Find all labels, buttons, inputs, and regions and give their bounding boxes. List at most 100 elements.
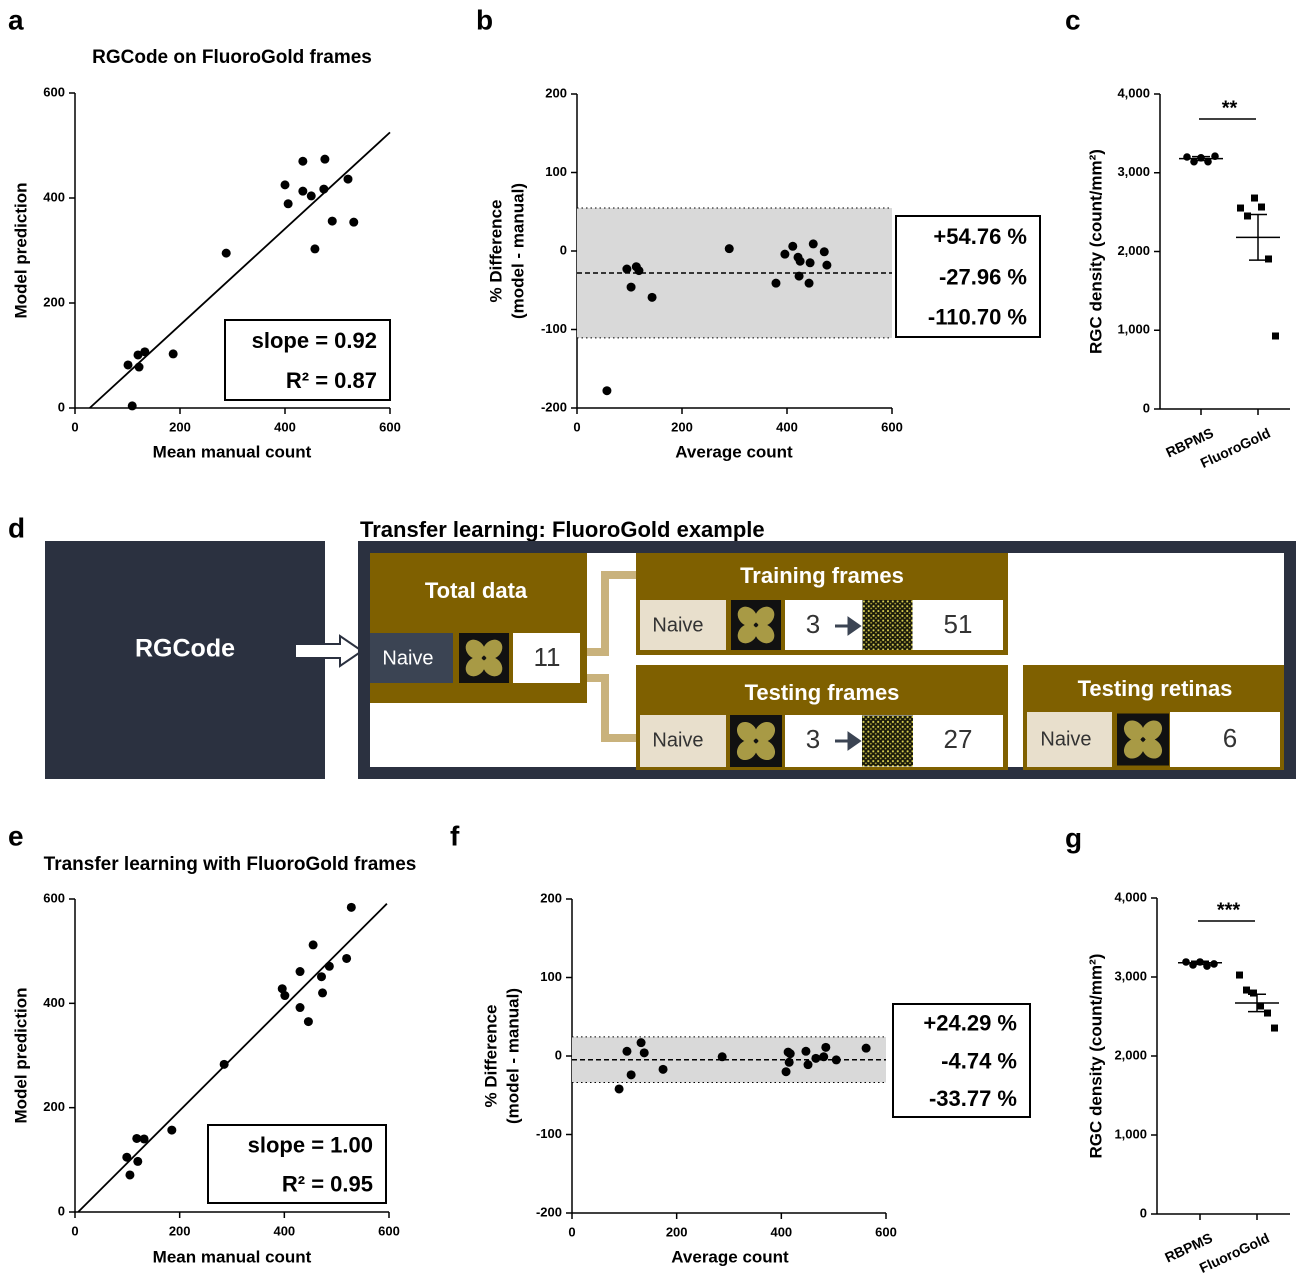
point — [1272, 332, 1279, 339]
y-axis-label: Model prediction — [11, 988, 30, 1124]
y-tick-label: 0 — [555, 1047, 562, 1062]
point — [140, 1134, 149, 1143]
frame-image — [862, 716, 913, 767]
point — [140, 347, 149, 356]
point — [319, 185, 328, 194]
point — [1182, 958, 1190, 966]
point — [342, 954, 351, 963]
point — [811, 1054, 820, 1063]
y-tick-label: 2,000 — [1114, 1047, 1147, 1062]
y-tick-label: 0 — [1140, 1205, 1147, 1220]
point — [296, 967, 305, 976]
point — [1258, 204, 1265, 211]
point — [1264, 1010, 1271, 1017]
y-tick-label: 0 — [1143, 400, 1150, 415]
point — [1250, 990, 1257, 997]
point — [780, 250, 789, 259]
point — [659, 1065, 668, 1074]
box-text: R² = 0.87 — [286, 368, 377, 393]
y-tick-label: 200 — [43, 1099, 65, 1114]
panel-letter: c — [1065, 4, 1081, 35]
point — [167, 1126, 176, 1135]
point — [325, 962, 334, 971]
point — [602, 386, 611, 395]
panel-letter: f — [450, 820, 460, 851]
point — [627, 283, 636, 292]
diagram: d Transfer learning: FluoroGold example … — [8, 512, 1290, 779]
point — [622, 265, 631, 274]
panel-letter: a — [8, 4, 24, 35]
point — [280, 991, 289, 1000]
point — [1210, 960, 1218, 968]
point — [822, 261, 831, 270]
y-tick-label: -200 — [541, 399, 567, 414]
point — [640, 1048, 649, 1057]
point — [1265, 255, 1272, 262]
figure: d Transfer learning: FluoroGold example … — [0, 0, 1296, 1278]
chart: f-200-10001002000200400600Average count%… — [450, 820, 1030, 1266]
y-tick-label: 3,000 — [1114, 968, 1147, 983]
y-tick-label: 200 — [540, 890, 562, 905]
point — [786, 1049, 795, 1058]
chart: eTransfer learning with FluoroGold frame… — [8, 820, 416, 1266]
x-tick-label: 400 — [770, 1224, 792, 1239]
point — [820, 247, 829, 256]
box-text: +54.76 % — [933, 224, 1027, 249]
frame-count: 51 — [944, 609, 973, 639]
x-tick-label: 400 — [273, 1223, 295, 1238]
group-label: Naive — [652, 729, 703, 751]
x-tick-label: 600 — [881, 419, 903, 434]
panel-letter: d — [8, 512, 25, 543]
retina-image — [459, 633, 509, 683]
y-tick-label: 600 — [43, 890, 65, 905]
group-label: Naive — [382, 647, 433, 669]
frame-count: 27 — [944, 724, 973, 754]
x-tick-label: 400 — [274, 419, 296, 434]
y-tick-label: -200 — [536, 1204, 562, 1219]
point — [296, 1003, 305, 1012]
chart-title: RGCode on FluoroGold frames — [92, 47, 372, 68]
point — [615, 1084, 624, 1093]
box-text: slope = 1.00 — [248, 1132, 373, 1157]
y-axis-label: % Difference — [481, 1005, 500, 1108]
box-text: -27.96 % — [939, 264, 1027, 289]
y-axis-label: Model prediction — [11, 183, 30, 319]
y-axis-label: (model - manual) — [503, 988, 522, 1124]
y-tick-label: 100 — [540, 969, 562, 984]
chart: b-200-10001002000200400600Average count%… — [476, 4, 1040, 461]
point — [771, 279, 780, 288]
x-tick-label: 0 — [71, 419, 78, 434]
x-tick-label: 600 — [875, 1224, 897, 1239]
point — [222, 249, 231, 258]
box-title: Testing retinas — [1078, 676, 1233, 701]
point — [648, 293, 657, 302]
point — [805, 279, 814, 288]
y-tick-label: 1,000 — [1114, 1126, 1147, 1141]
point — [347, 903, 356, 912]
point — [637, 1038, 646, 1047]
point — [795, 272, 804, 281]
x-tick-label: 200 — [169, 1223, 191, 1238]
y-tick-label: 0 — [58, 399, 65, 414]
point — [622, 1047, 631, 1056]
point — [1236, 972, 1243, 979]
box-title: Training frames — [740, 563, 904, 588]
x-tick-label: 200 — [671, 419, 693, 434]
point — [725, 244, 734, 253]
x-axis-label: Average count — [671, 1247, 789, 1266]
box-title: Testing frames — [745, 680, 900, 705]
point — [281, 180, 290, 189]
count: 6 — [1223, 723, 1237, 753]
x-tick-label: 600 — [379, 419, 401, 434]
y-tick-label: 400 — [43, 189, 65, 204]
point — [1271, 1025, 1278, 1032]
x-tick-label: 200 — [169, 419, 191, 434]
point — [1237, 205, 1244, 212]
model-label: RGCode — [135, 635, 235, 663]
point — [284, 199, 293, 208]
point — [782, 1067, 791, 1076]
y-tick-label: 600 — [43, 84, 65, 99]
retina-image — [731, 600, 781, 650]
point — [862, 1044, 871, 1053]
y-tick-label: 200 — [43, 294, 65, 309]
